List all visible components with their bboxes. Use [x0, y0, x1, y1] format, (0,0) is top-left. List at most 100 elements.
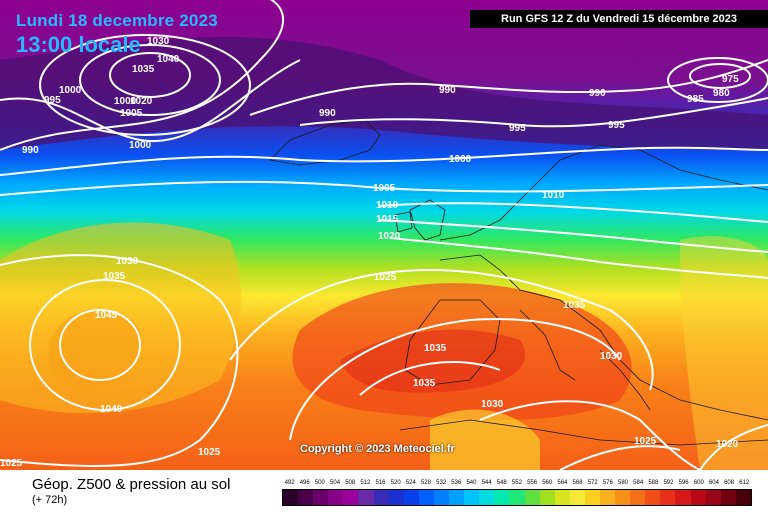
- pressure-label: 1030: [481, 399, 504, 410]
- legend-value: 536: [451, 480, 462, 486]
- legend-value: 532: [436, 480, 447, 486]
- legend-swatch: [433, 490, 450, 505]
- pressure-label: 1020: [130, 96, 153, 107]
- legend-color-bar: [282, 489, 752, 506]
- legend-value: 516: [375, 480, 386, 486]
- legend-swatch: [660, 490, 676, 505]
- legend-value: 512: [360, 480, 371, 486]
- legend-swatch: [328, 490, 344, 505]
- pressure-label: 990: [22, 145, 39, 156]
- legend-value: 592: [663, 480, 674, 486]
- weather-map: 1000 995 990 1040 1035 1030 1000 1020 10…: [0, 0, 768, 470]
- pressure-label: 1000: [129, 140, 152, 151]
- legend-value: 604: [708, 480, 719, 486]
- pressure-label: 980: [713, 88, 730, 99]
- pressure-label: 990: [589, 88, 606, 99]
- pressure-label: 995: [509, 123, 526, 134]
- legend-swatch: [705, 490, 721, 505]
- legend-swatch: [479, 490, 495, 505]
- legend-swatch: [630, 490, 646, 505]
- legend-swatch: [584, 490, 600, 505]
- legend-value: 600: [693, 480, 704, 486]
- pressure-label: 1030: [600, 351, 623, 362]
- legend-value: 608: [724, 480, 735, 486]
- copyright-notice: Copyright © 2023 Meteociel.fr: [300, 443, 455, 455]
- legend-swatch: [283, 490, 299, 505]
- legend-swatch: [599, 490, 616, 505]
- parameter-title: Géop. Z500 & pression au sol: [32, 476, 231, 493]
- legend-swatch: [403, 490, 419, 505]
- color-legend: 492 496 500 504 508 512 516 520 524 528 532 536 540 5…: [282, 478, 752, 508]
- legend-swatch: [449, 490, 465, 505]
- legend-swatch: [313, 490, 329, 505]
- valid-date: Lundi 18 decembre 2023: [16, 11, 218, 30]
- pressure-label: 1035: [563, 300, 586, 311]
- pressure-label: 995: [608, 120, 625, 131]
- pressure-label: 1025: [0, 458, 23, 469]
- legend-swatch: [418, 490, 434, 505]
- legend-swatch: [615, 490, 631, 505]
- legend-swatch: [569, 490, 585, 505]
- pressure-label: 995: [44, 95, 61, 106]
- map-canvas: 1000 995 990 1040 1035 1030 1000 1020 10…: [0, 0, 768, 470]
- legend-swatch: [720, 490, 736, 505]
- legend-value: 504: [330, 480, 341, 486]
- legend-swatch: [494, 490, 510, 505]
- pressure-label: 1035: [424, 343, 447, 354]
- pressure-label: 990: [439, 85, 456, 96]
- pressure-label: 1025: [198, 447, 221, 458]
- isobars: [0, 0, 768, 470]
- legend-swatch: [524, 490, 540, 505]
- legend-value: 584: [633, 480, 644, 486]
- pressure-label: 1030: [116, 256, 139, 267]
- legend-value: 540: [466, 480, 477, 486]
- pressure-label: 1025: [374, 272, 397, 283]
- legend-value: 572: [587, 480, 598, 486]
- legend-swatch: [690, 490, 706, 505]
- legend-value: 528: [420, 480, 431, 486]
- legend-swatch: [675, 490, 691, 505]
- pressure-label: 1045: [95, 310, 118, 321]
- legend-value: 492: [284, 480, 295, 486]
- legend-value: 612: [739, 480, 750, 486]
- pressure-label: 1005: [373, 183, 396, 194]
- pressure-label: 1035: [132, 64, 155, 75]
- legend-value: 496: [299, 480, 310, 486]
- legend-value: 564: [557, 480, 568, 486]
- valid-time: 13:00 locale: [16, 32, 141, 57]
- pressure-label: 1005: [120, 108, 143, 119]
- pressure-label: 1035: [103, 271, 126, 282]
- pressure-label: 990: [319, 108, 336, 119]
- pressure-label: 1025: [634, 436, 657, 447]
- pressure-label: 1040: [100, 404, 123, 415]
- lead-time: (+ 72h): [32, 494, 68, 506]
- run-info-banner: Run GFS 12 Z du Vendredi 15 décembre 202…: [470, 10, 768, 28]
- pressure-label: 985: [687, 94, 704, 105]
- legend-value: 596: [678, 480, 689, 486]
- legend-value: 524: [405, 480, 416, 486]
- legend-value: 588: [648, 480, 659, 486]
- legend-value: 552: [511, 480, 522, 486]
- pressure-label: 1020: [716, 439, 739, 450]
- legend-swatch: [298, 490, 314, 505]
- legend-value: 500: [314, 480, 325, 486]
- pressure-label: 1035: [413, 378, 436, 389]
- legend-swatch: [388, 490, 404, 505]
- legend-swatch: [735, 490, 751, 505]
- pressure-label: 1015: [376, 214, 399, 225]
- legend-value: 556: [527, 480, 538, 486]
- pressure-label: 1000: [59, 85, 82, 96]
- legend-value: 544: [481, 480, 492, 486]
- legend-value: 580: [618, 480, 629, 486]
- legend-swatch: [358, 490, 374, 505]
- legend-value: 568: [572, 480, 583, 486]
- pressure-label: 1010: [542, 190, 565, 201]
- legend-labels: 492 496 500 504 508 512 516 520 524 528 532 536 540 5…: [282, 478, 752, 488]
- pressure-label: 1030: [147, 36, 170, 47]
- pressure-label: 1000: [449, 154, 472, 165]
- legend-swatch: [509, 490, 525, 505]
- pressure-label: 1020: [378, 231, 401, 242]
- legend-value: 508: [345, 480, 356, 486]
- pressure-labels: 1000 995 990 1040 1035 1030 1000 1020 10…: [0, 36, 739, 469]
- pressure-label: 1010: [376, 200, 399, 211]
